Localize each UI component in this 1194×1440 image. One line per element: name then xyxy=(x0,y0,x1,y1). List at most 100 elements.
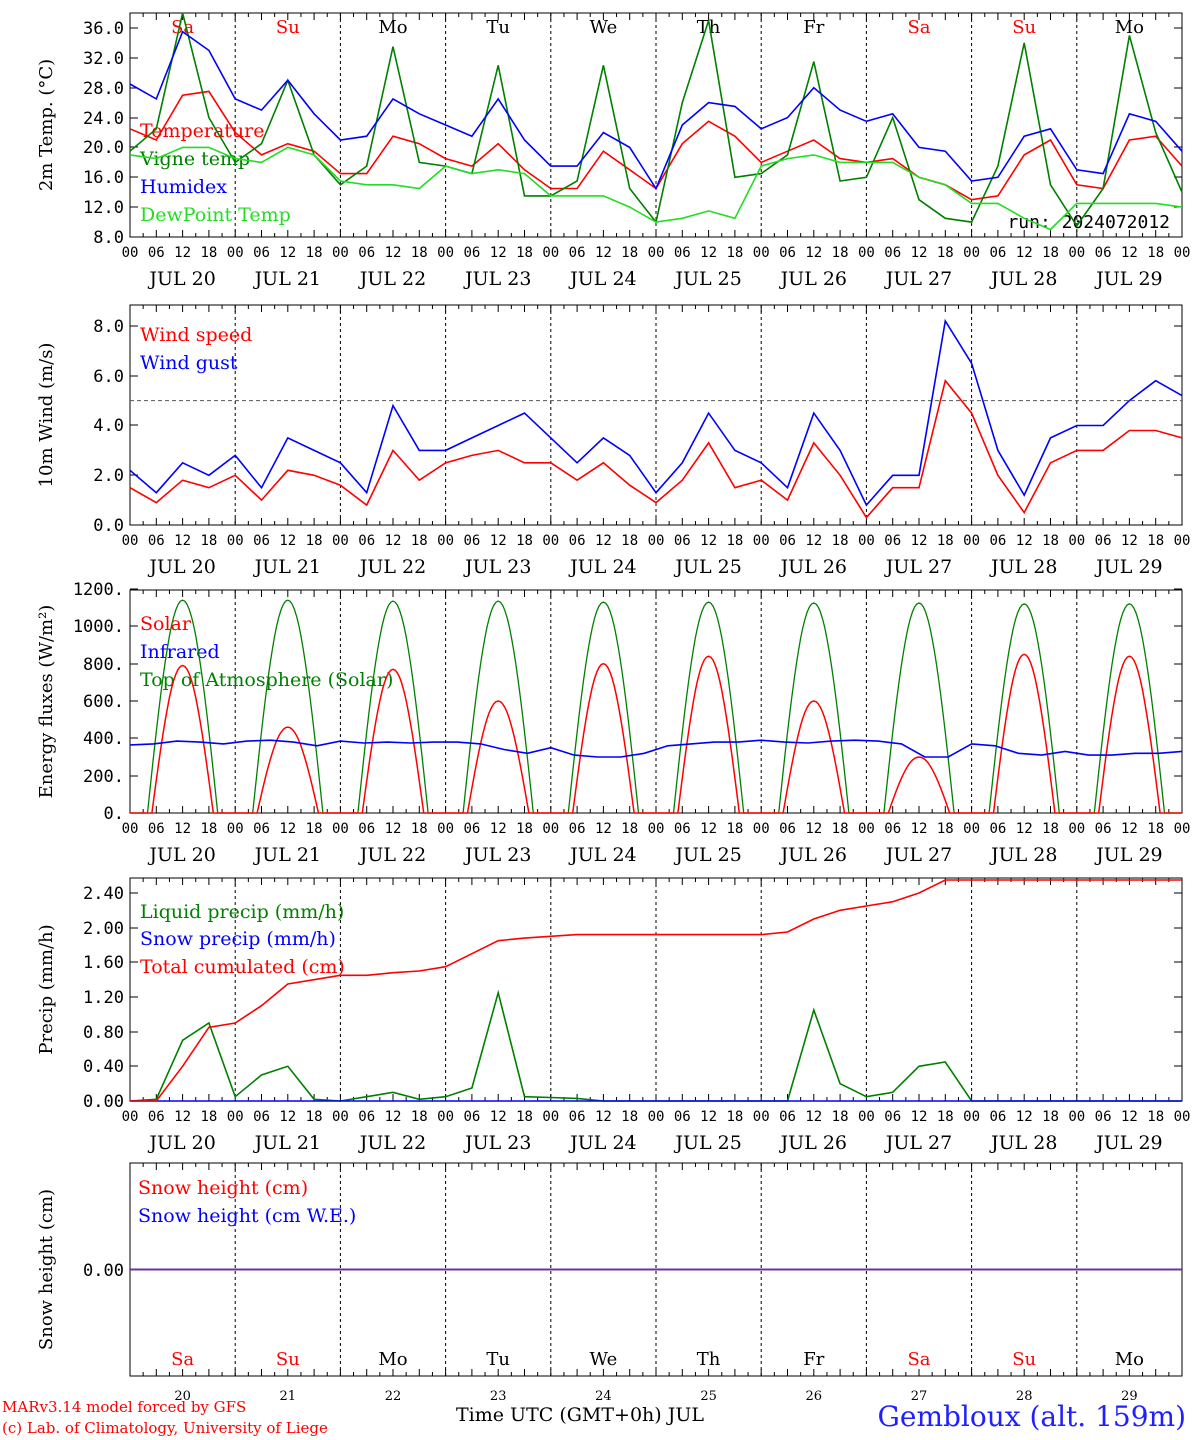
panel2-hour-label: 18 xyxy=(621,533,638,549)
run-annotation: run: 2024072012 xyxy=(1007,212,1170,233)
weekday-top: Th xyxy=(697,17,721,38)
panel2-ytick-label: 6.0 xyxy=(93,367,124,387)
weekday-bottom: Fr xyxy=(803,1349,824,1370)
panel3-date-label: JUL 24 xyxy=(568,844,636,866)
panel2-date-label: JUL 27 xyxy=(884,556,952,578)
panel2-hour-label: 00 xyxy=(858,533,875,549)
panel5-ylabel: Snow height (cm) xyxy=(36,1189,57,1350)
panel1-hour-label: 06 xyxy=(463,245,480,261)
panel1-ytick-label: 12.0 xyxy=(83,198,124,218)
panel1-legend-0: Temperature xyxy=(140,120,264,142)
panel4-hour-label: 06 xyxy=(463,1109,480,1125)
panel1-series-2 xyxy=(129,30,1183,191)
panel3-hour-label: 06 xyxy=(463,821,480,837)
panel1-hour-label: 12 xyxy=(279,245,296,261)
panel1-date-label: JUL 27 xyxy=(884,268,952,290)
panel2-ylabel: 10m Wind (m/s) xyxy=(36,343,57,488)
panel3-hour-label: 06 xyxy=(148,821,165,837)
panel3-hour-label: 06 xyxy=(674,821,691,837)
panel3-hour-label: 12 xyxy=(174,821,191,837)
panel2-hour-label: 12 xyxy=(805,533,822,549)
panel3-ytick-label: 1200. xyxy=(73,580,124,600)
panel4-hour-label: 18 xyxy=(306,1109,323,1125)
panel4-hour-label: 12 xyxy=(1016,1109,1033,1125)
panel4-hour-label: 00 xyxy=(122,1109,139,1125)
panel2-hour-label: 06 xyxy=(674,533,691,549)
panel3-hour-label: 18 xyxy=(937,821,954,837)
weekday-top: Tu xyxy=(486,17,510,38)
panel4-hour-label: 18 xyxy=(1147,1109,1164,1125)
panel1-ytick-label: 32.0 xyxy=(83,49,124,69)
panel4-ytick-label: 0.80 xyxy=(83,1023,124,1043)
panel1-hour-label: 00 xyxy=(858,245,875,261)
panel4-ytick-label: 1.20 xyxy=(83,988,124,1008)
panel1-ytick-label: 28.0 xyxy=(83,79,124,99)
panel1-hour-label: 00 xyxy=(648,245,665,261)
panel2-hour-label: 18 xyxy=(306,533,323,549)
panel1-date-label: JUL 25 xyxy=(673,268,741,290)
panel1-date-label: JUL 21 xyxy=(253,268,321,290)
panel2-legend-0: Wind speed xyxy=(140,324,252,346)
day-number: 28 xyxy=(1016,1389,1033,1404)
panel3-ytick-label: 400. xyxy=(83,729,124,749)
panel4-hour-label: 18 xyxy=(411,1109,428,1125)
panel4-date-label: JUL 22 xyxy=(358,1132,426,1154)
panel4-hour-label: 18 xyxy=(937,1109,954,1125)
panel4-legend-2: Total cumulated (cm) xyxy=(140,956,345,978)
panel4-ylabel: Precip (mm/h) xyxy=(36,924,57,1054)
panel2-hour-label: 06 xyxy=(989,533,1006,549)
panel1-hour-label: 00 xyxy=(332,245,349,261)
panel4-hour-label: 06 xyxy=(148,1109,165,1125)
panel4-date-label: JUL 25 xyxy=(673,1132,741,1154)
panel3-legend-0: Solar xyxy=(140,613,192,635)
panel2-hour-label: 00 xyxy=(963,533,980,549)
day-number: 23 xyxy=(490,1389,507,1404)
panel1-hour-label: 12 xyxy=(700,245,717,261)
panel3-ytick-label: 0. xyxy=(104,804,124,824)
panel3-frame xyxy=(129,589,1183,814)
panel3-hour-label: 00 xyxy=(753,821,770,837)
panel3-hour-label: 06 xyxy=(779,821,796,837)
panel3-hour-label: 00 xyxy=(963,821,980,837)
panel3-hour-label: 18 xyxy=(411,821,428,837)
panel2-hour-label: 18 xyxy=(937,533,954,549)
day-number: 29 xyxy=(1121,1389,1138,1404)
panel4-hour-label: 00 xyxy=(1068,1109,1085,1125)
weekday-top: We xyxy=(590,17,618,38)
panel2-hour-label: 00 xyxy=(332,533,349,549)
panel3-hour-label: 18 xyxy=(1042,821,1059,837)
panel3-ytick-label: 1000. xyxy=(73,617,124,637)
panel2-hour-label: 18 xyxy=(411,533,428,549)
weekday-bottom: Th xyxy=(697,1349,721,1370)
panel4-date-label: JUL 26 xyxy=(779,1132,847,1154)
panel2-hour-label: 12 xyxy=(1121,533,1138,549)
panel2-date-label: JUL 22 xyxy=(358,556,426,578)
panel3-date-label: JUL 29 xyxy=(1094,844,1162,866)
panel3-date-label: JUL 25 xyxy=(673,844,741,866)
panel1-hour-label: 18 xyxy=(516,245,533,261)
panel3-hour-label: 00 xyxy=(542,821,559,837)
panel4-ytick-label: 0.40 xyxy=(83,1057,124,1077)
day-number: 26 xyxy=(806,1389,823,1404)
panel1-hour-label: 18 xyxy=(621,245,638,261)
panel2-hour-label: 06 xyxy=(779,533,796,549)
panel4-hour-label: 12 xyxy=(279,1109,296,1125)
day-number: 21 xyxy=(280,1389,297,1404)
panel3-hour-label-end: 00 xyxy=(1174,821,1191,837)
panel2-hour-label: 12 xyxy=(385,533,402,549)
panel1-legend-3: DewPoint Temp xyxy=(140,204,291,226)
panel4-hour-label: 12 xyxy=(595,1109,612,1125)
panel3-date-label: JUL 23 xyxy=(463,844,531,866)
panel3-hour-label: 06 xyxy=(1095,821,1112,837)
panel1-date-label: JUL 28 xyxy=(989,268,1057,290)
panel1-hour-label: 06 xyxy=(358,245,375,261)
panel1-hour-label: 12 xyxy=(174,245,191,261)
panel2-hour-label: 12 xyxy=(911,533,928,549)
panel4-ytick-label: 1.60 xyxy=(83,953,124,973)
panel2-date-label: JUL 29 xyxy=(1094,556,1162,578)
weekday-top: Sa xyxy=(907,17,930,38)
panel2-hour-label: 12 xyxy=(595,533,612,549)
panel2-hour-label: 06 xyxy=(358,533,375,549)
x-axis-title: Time UTC (GMT+0h) JUL xyxy=(456,1404,704,1426)
panel3-series-0 xyxy=(130,653,1182,814)
